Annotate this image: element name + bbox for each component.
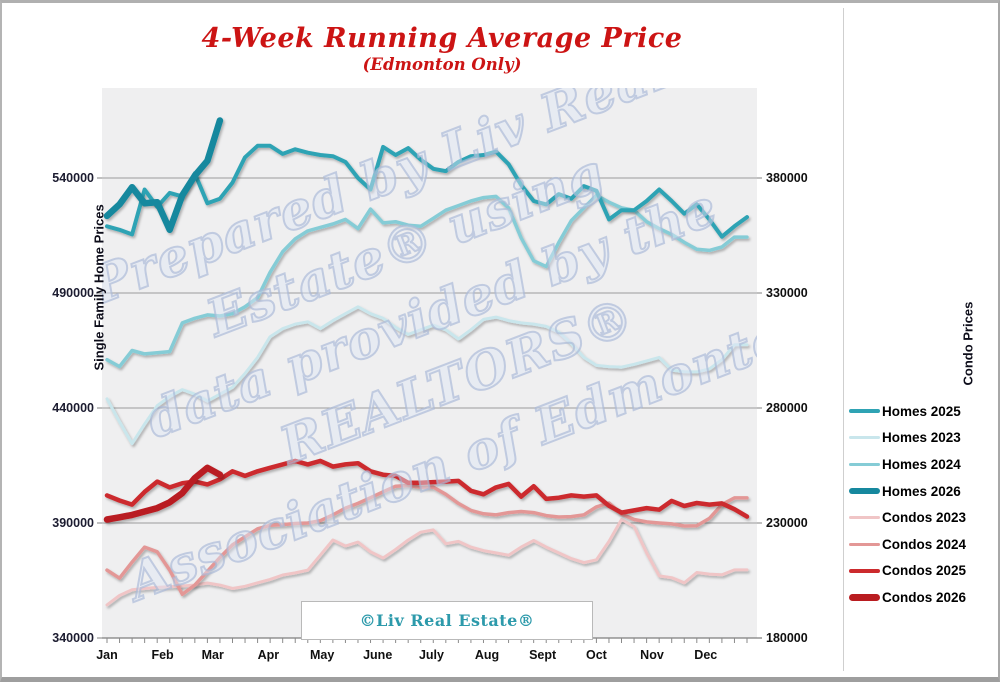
- month-label: Jan: [96, 648, 118, 662]
- month-label: Mar: [202, 648, 224, 662]
- left-axis-title: Single Family Home Prices: [91, 204, 107, 371]
- x-axis-week-ticks: [106, 638, 748, 643]
- legend-swatch: [849, 594, 880, 601]
- legend-swatch: [849, 568, 880, 574]
- month-label: July: [419, 648, 444, 662]
- right-axis-title: Condo Prices: [960, 301, 976, 386]
- legend-swatch: [849, 436, 880, 440]
- month-label: Aug: [475, 648, 499, 662]
- chart-subtitle: (Edmonton Only): [362, 55, 522, 74]
- legend-label: Condos 2025: [882, 563, 967, 579]
- legend-item-homes-2026: Homes 2026: [849, 478, 966, 505]
- series-line-homes-2023: [105, 305, 749, 446]
- right-axis-tick-label: 280000: [766, 401, 808, 415]
- legend-label: Homes 2026: [882, 483, 961, 499]
- series-line-condos-2024: [105, 483, 749, 597]
- legend-item-homes-2024: Homes 2024: [849, 451, 966, 478]
- legend-item-homes-2025: Homes 2025: [849, 398, 966, 425]
- left-axis-tick-label: 390000: [52, 516, 94, 530]
- footer-box: ©Liv Real Estate®: [301, 601, 593, 640]
- month-label: Sept: [529, 648, 557, 662]
- axis-tick-labels: 540000 490000 440000 390000 340000 380000 3300…: [52, 171, 807, 645]
- left-axis-tick-label: 540000: [52, 171, 94, 185]
- series-line-condos-2026: [103, 464, 224, 523]
- legend-item-condos-2026: Condos 2026: [849, 584, 966, 611]
- legend-item-condos-2023: Condos 2023: [849, 504, 966, 531]
- month-label: June: [363, 648, 392, 662]
- month-label: Dec: [694, 648, 717, 662]
- right-axis-tick-label: 380000: [766, 171, 808, 185]
- series-line-homes-2024: [105, 193, 749, 369]
- legend-divider: [843, 8, 844, 671]
- month-label: Feb: [151, 648, 174, 662]
- chart-canvas: 540000 490000 440000 390000 340000 380000 3300…: [52, 88, 808, 662]
- legend-label: Homes 2025: [882, 403, 961, 419]
- plot-area: [102, 88, 757, 638]
- footer-text: ©Liv Real Estate®: [359, 611, 535, 630]
- legend-swatch: [849, 487, 880, 495]
- series-line-homes-2026: [103, 117, 224, 234]
- legend-swatch: [849, 409, 880, 414]
- legend-swatch: [849, 462, 880, 467]
- month-label: Apr: [258, 648, 280, 662]
- right-axis-tick-label: 180000: [766, 631, 808, 645]
- legend-label: Condos 2024: [882, 536, 967, 552]
- chart-title: 4-Week Running Average Price: [201, 23, 683, 54]
- legend: Homes 2025 Homes 2023 Homes 2024 Homes 2026…: [849, 398, 966, 611]
- legend-item-condos-2025: Condos 2025: [849, 558, 966, 585]
- right-axis-tick-label: 330000: [766, 286, 808, 300]
- legend-swatch: [849, 542, 880, 547]
- legend-item-homes-2023: Homes 2023: [849, 425, 966, 452]
- month-label: Nov: [640, 648, 664, 662]
- series-line-condos-2023: [105, 518, 749, 607]
- month-label: Oct: [586, 648, 608, 662]
- legend-label: Homes 2024: [882, 456, 961, 472]
- left-axis-tick-label: 440000: [52, 401, 94, 415]
- left-axis-tick-label: 490000: [52, 286, 94, 300]
- legend-label: Condos 2026: [882, 589, 967, 605]
- series-line-homes-2025: [105, 143, 749, 239]
- legend-label: Condos 2023: [882, 510, 967, 526]
- month-label: May: [310, 648, 334, 662]
- x-axis-month-labels: Jan Feb Mar Apr May June July Aug Sept Oct Nov Dec: [96, 648, 717, 662]
- legend-swatch: [849, 516, 880, 520]
- right-axis-tick-label: 230000: [766, 516, 808, 530]
- series-line-condos-2025: [104, 458, 750, 519]
- title-block: 4-Week Running Average Price (Edmonton O…: [132, 23, 752, 74]
- left-axis-tick-label: 340000: [52, 631, 94, 645]
- legend-label: Homes 2023: [882, 430, 961, 446]
- legend-item-condos-2024: Condos 2024: [849, 531, 966, 558]
- series-lines: [103, 117, 750, 607]
